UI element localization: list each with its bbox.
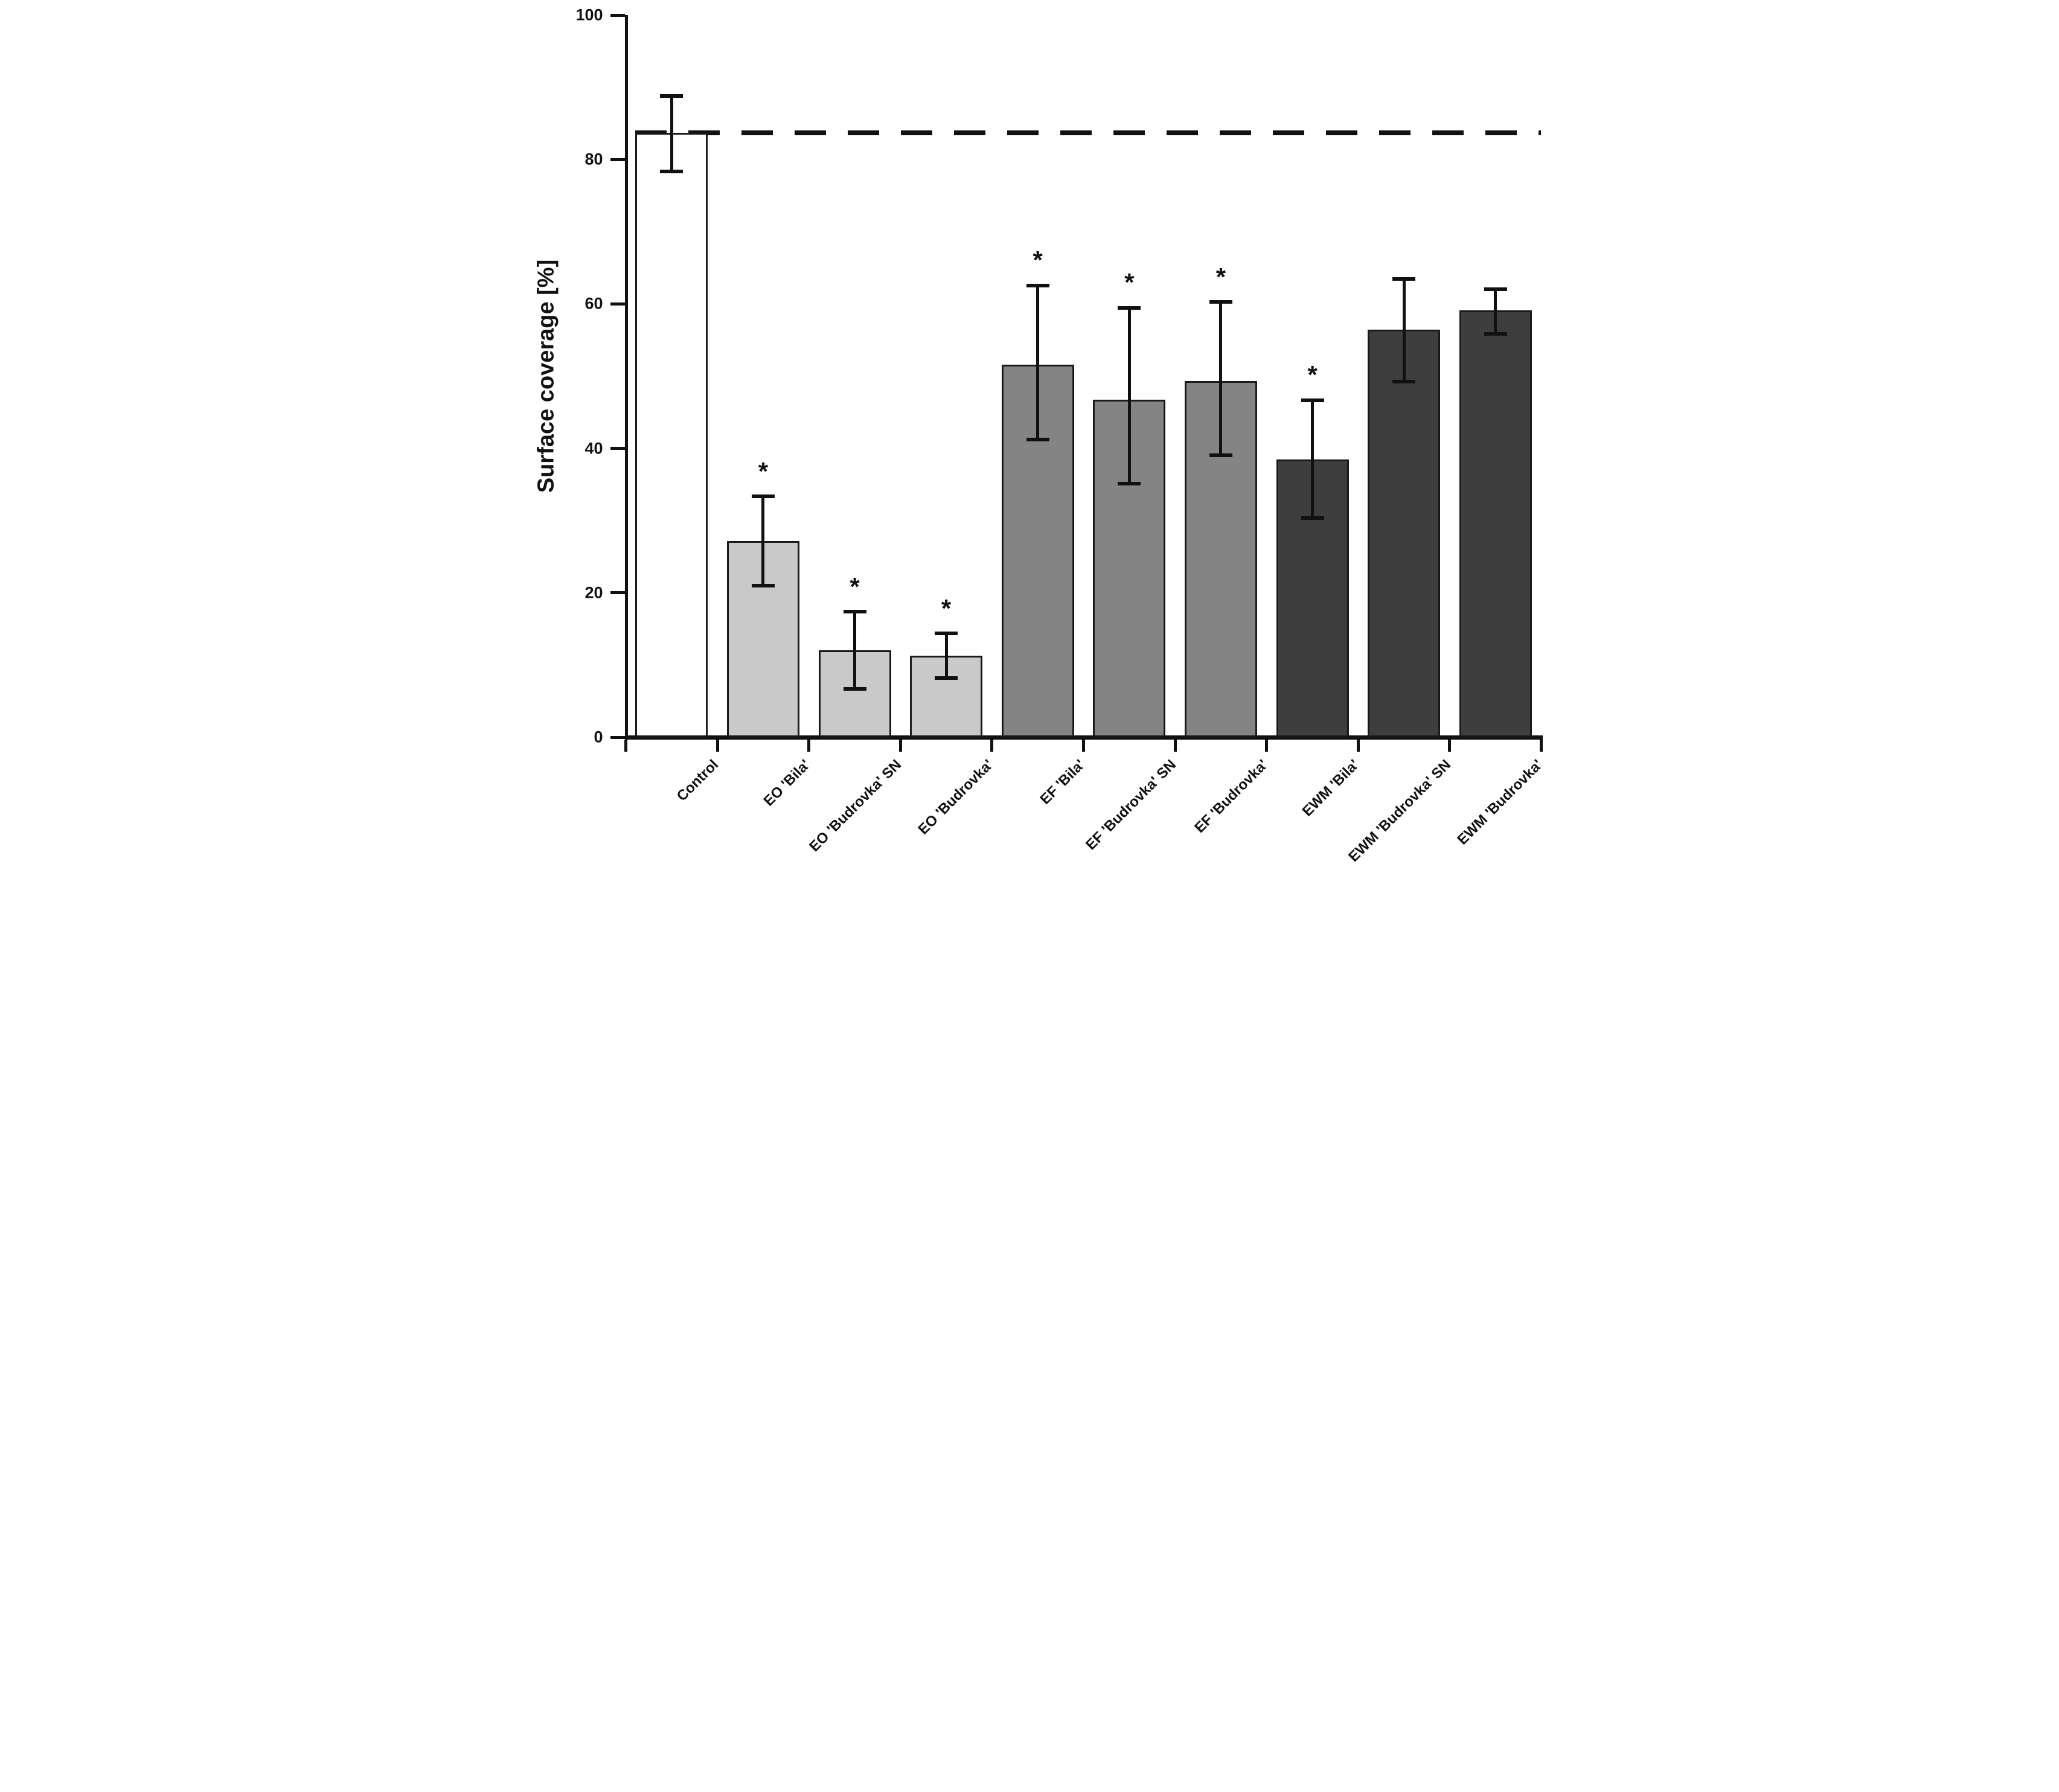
error-bar-cap-bottom	[1301, 516, 1324, 520]
error-bar-cap-bottom	[1026, 437, 1049, 441]
x-axis-tick	[1173, 740, 1177, 752]
y-tick-label: 60	[584, 294, 603, 313]
error-bar-cap-bottom	[1484, 331, 1507, 336]
error-bar-line	[1494, 289, 1497, 334]
x-axis-tick	[807, 740, 811, 752]
error-bar-line	[853, 611, 856, 689]
x-axis-tick	[1540, 740, 1543, 752]
error-bar-line	[670, 95, 673, 171]
y-axis-tick	[610, 447, 625, 450]
error-bar-cap-top	[1026, 283, 1049, 287]
error-bar-cap-top	[1118, 306, 1141, 310]
x-axis-tick	[624, 740, 627, 752]
error-bar-cap-top	[1301, 398, 1324, 402]
x-axis-tick	[1082, 740, 1085, 752]
error-bar-cap-bottom	[1118, 481, 1141, 485]
error-bar-line	[761, 496, 765, 586]
error-bar-cap-bottom	[843, 687, 866, 691]
error-bar-line	[1311, 400, 1314, 518]
y-tick-label: 80	[584, 150, 603, 168]
y-tick-label: 100	[575, 5, 603, 24]
significance-asterisk: *	[1215, 262, 1226, 291]
bar	[1368, 330, 1441, 737]
error-bar-cap-bottom	[660, 169, 684, 173]
significance-asterisk: *	[850, 572, 860, 601]
significance-asterisk: *	[758, 456, 769, 485]
x-axis-tick	[1448, 740, 1452, 752]
dashed-reference-line	[635, 130, 1542, 135]
error-bar-cap-top	[1484, 287, 1507, 291]
x-axis-tick	[716, 740, 719, 752]
error-bar-cap-top	[1209, 300, 1232, 304]
y-axis-tick	[610, 735, 625, 739]
error-bar-line	[944, 633, 948, 678]
y-tick-label: 20	[584, 583, 603, 602]
significance-asterisk: *	[1124, 268, 1135, 297]
bar	[1459, 310, 1532, 737]
error-bar-line	[1219, 301, 1223, 455]
significance-asterisk: *	[1307, 360, 1318, 389]
y-axis-title: Surface coverage [%]	[533, 259, 559, 493]
x-axis-tick	[898, 740, 902, 752]
x-axis-line	[624, 735, 1543, 740]
error-bar-cap-top	[935, 632, 958, 636]
y-axis-tick	[610, 158, 625, 161]
error-bar-cap-bottom	[751, 584, 775, 588]
x-axis-tick	[1356, 740, 1360, 752]
significance-asterisk: *	[941, 594, 952, 622]
error-bar-cap-bottom	[1209, 453, 1232, 457]
error-bar-cap-top	[1392, 277, 1416, 281]
error-bar-cap-top	[843, 610, 866, 614]
error-bar-cap-bottom	[1392, 379, 1416, 383]
bar	[635, 132, 708, 737]
y-axis-line	[624, 15, 628, 739]
y-tick-label: 40	[584, 439, 603, 458]
error-bar-line	[1036, 285, 1040, 440]
x-axis-tick	[990, 740, 994, 752]
error-bar-cap-top	[751, 494, 775, 499]
y-axis-tick	[610, 591, 625, 595]
error-bar-line	[1402, 278, 1406, 382]
y-axis-tick	[610, 13, 625, 17]
error-bar-cap-bottom	[935, 676, 958, 680]
error-bar-cap-top	[660, 94, 684, 98]
error-bar-line	[1127, 307, 1131, 483]
y-axis-tick	[610, 302, 625, 306]
bar-chart-figure: Surface coverage [%] 0 20 40 60 80 100 Control…	[514, 0, 1545, 896]
x-axis-tick	[1265, 740, 1269, 752]
significance-asterisk: *	[1033, 246, 1043, 275]
y-tick-label: 0	[594, 728, 603, 746]
